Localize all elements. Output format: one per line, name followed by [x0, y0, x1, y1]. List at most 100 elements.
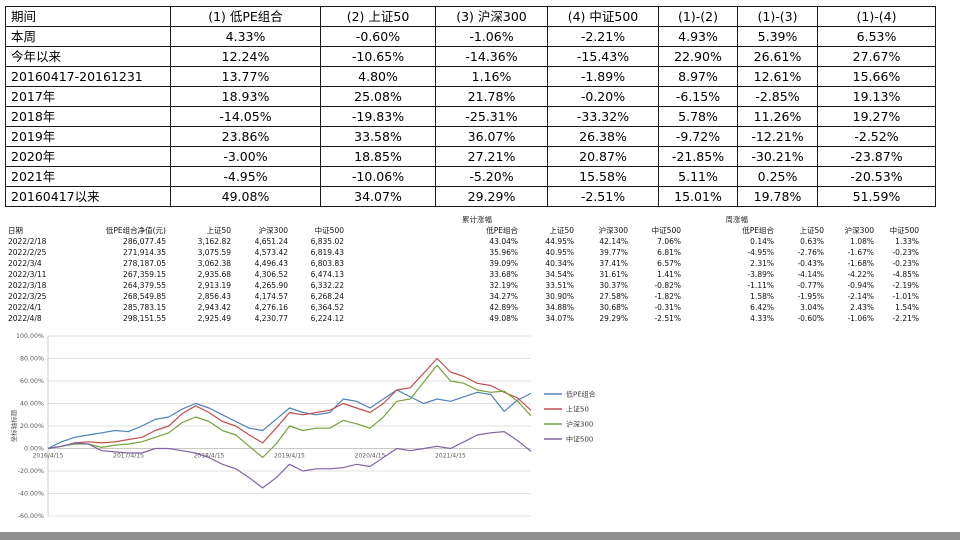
summary-header-cell[interactable]: (1)-(4): [817, 6, 936, 27]
detail-cell[interactable]: 2,925.49: [197, 314, 231, 323]
detail-cell[interactable]: 6.81%: [657, 248, 681, 257]
detail-cell[interactable]: 35.96%: [489, 248, 518, 257]
detail-cell[interactable]: -0.82%: [654, 281, 681, 290]
summary-cell[interactable]: -33.32%: [547, 106, 659, 127]
summary-cell[interactable]: 19.13%: [817, 86, 936, 107]
summary-cell[interactable]: 26.38%: [547, 126, 659, 147]
detail-cell[interactable]: 4,651.24: [254, 237, 288, 246]
summary-cell[interactable]: 4.93%: [658, 26, 738, 47]
detail-date-cell[interactable]: 2022/3/18: [8, 281, 47, 290]
summary-cell[interactable]: 4.33%: [170, 26, 321, 47]
detail-empty-cell[interactable]: [8, 214, 60, 225]
summary-cell[interactable]: 11.26%: [737, 106, 818, 127]
detail-cell[interactable]: 1.33%: [895, 237, 919, 246]
summary-header-cell[interactable]: (1) 低PE组合: [170, 6, 321, 27]
detail-empty-cell[interactable]: [233, 214, 290, 225]
summary-cell[interactable]: 27.21%: [435, 146, 548, 167]
detail-empty-cell[interactable]: [290, 214, 346, 225]
summary-cell[interactable]: 49.08%: [170, 186, 321, 207]
detail-cell[interactable]: 278,187.05: [123, 259, 166, 268]
detail-cell[interactable]: 6.42%: [750, 303, 774, 312]
detail-cell[interactable]: -0.23%: [892, 248, 919, 257]
summary-header-cell[interactable]: 期间: [5, 6, 171, 27]
summary-cell[interactable]: 33.58%: [320, 126, 436, 147]
detail-cell[interactable]: 267,359.15: [123, 270, 166, 279]
detail-date-cell[interactable]: 2022/2/18: [8, 237, 47, 246]
detail-cell[interactable]: 3,162.82: [197, 237, 231, 246]
detail-empty-cell[interactable]: [630, 214, 683, 225]
summary-cell[interactable]: -1.06%: [435, 26, 548, 47]
summary-cell[interactable]: -21.85%: [658, 146, 738, 167]
summary-cell[interactable]: 5.78%: [658, 106, 738, 127]
detail-column-header[interactable]: 上证50: [206, 226, 231, 235]
detail-cell[interactable]: -0.43%: [797, 259, 824, 268]
detail-cell[interactable]: 27.58%: [599, 292, 628, 301]
detail-cell[interactable]: 4,496.43: [254, 259, 288, 268]
detail-cell[interactable]: 4.33%: [750, 314, 774, 323]
detail-date-cell[interactable]: 2022/4/1: [8, 303, 42, 312]
detail-cell[interactable]: -3.89%: [747, 270, 774, 279]
summary-cell[interactable]: -5.20%: [435, 166, 548, 187]
detail-cell[interactable]: 1.41%: [657, 270, 681, 279]
detail-cell[interactable]: 4,276.16: [254, 303, 288, 312]
detail-cell[interactable]: -1.11%: [747, 281, 774, 290]
summary-cell[interactable]: -19.83%: [320, 106, 436, 127]
detail-cell[interactable]: 6,224.12: [310, 314, 344, 323]
detail-cell[interactable]: -2.76%: [797, 248, 824, 257]
summary-row-label[interactable]: 2018年: [5, 106, 171, 127]
detail-cell[interactable]: -2.51%: [654, 314, 681, 323]
detail-cell[interactable]: 285,783.15: [123, 303, 166, 312]
summary-cell[interactable]: 5.39%: [737, 26, 818, 47]
detail-date-cell[interactable]: 2022/3/4: [8, 259, 42, 268]
detail-cell[interactable]: 2.43%: [850, 303, 874, 312]
detail-cell[interactable]: 271,914.35: [123, 248, 166, 257]
detail-cell[interactable]: 6,835.02: [310, 237, 344, 246]
summary-cell[interactable]: 27.67%: [817, 46, 936, 67]
summary-cell[interactable]: 19.27%: [817, 106, 936, 127]
detail-cell[interactable]: -1.06%: [847, 314, 874, 323]
detail-cell[interactable]: 4,230.77: [254, 314, 288, 323]
detail-column-header[interactable]: 日期: [8, 226, 23, 235]
detail-cell[interactable]: 0.63%: [800, 237, 824, 246]
detail-cell[interactable]: 2.31%: [750, 259, 774, 268]
detail-cell[interactable]: 32.19%: [489, 281, 518, 290]
detail-empty-cell[interactable]: [876, 214, 921, 225]
detail-cell[interactable]: 6.57%: [657, 259, 681, 268]
summary-row-label[interactable]: 2017年: [5, 86, 171, 107]
detail-date-cell[interactable]: 2022/3/25: [8, 292, 47, 301]
detail-cell[interactable]: 6,332.22: [310, 281, 344, 290]
legend-item[interactable]: 中证500: [544, 435, 593, 444]
detail-cell[interactable]: 2,856.43: [197, 292, 231, 301]
detail-cell[interactable]: 39.09%: [489, 259, 518, 268]
detail-group-header-weekly[interactable]: 周涨幅: [725, 215, 749, 224]
detail-cell[interactable]: 33.68%: [489, 270, 518, 279]
summary-cell[interactable]: -0.60%: [320, 26, 436, 47]
detail-cell[interactable]: -2.21%: [892, 314, 919, 323]
summary-cell[interactable]: -20.53%: [817, 166, 936, 187]
summary-cell[interactable]: 29.29%: [435, 186, 548, 207]
summary-cell[interactable]: 18.85%: [320, 146, 436, 167]
detail-column-header[interactable]: 沪深300: [844, 226, 874, 235]
detail-cell[interactable]: -1.68%: [847, 259, 874, 268]
summary-cell[interactable]: -23.87%: [817, 146, 936, 167]
detail-cell[interactable]: 2,935.68: [197, 270, 231, 279]
summary-header-cell[interactable]: (2) 上证50: [320, 6, 436, 27]
summary-cell[interactable]: -30.21%: [737, 146, 818, 167]
detail-cell[interactable]: 268,549.85: [123, 292, 166, 301]
detail-column-header[interactable]: 中证500: [889, 226, 919, 235]
detail-cell[interactable]: -1.67%: [847, 248, 874, 257]
summary-cell[interactable]: -0.20%: [547, 86, 659, 107]
detail-cell[interactable]: 2,913.19: [197, 281, 231, 290]
detail-empty-cell[interactable]: [60, 214, 168, 225]
detail-cell[interactable]: 29.29%: [599, 314, 628, 323]
detail-cell[interactable]: 286,077.45: [123, 237, 166, 246]
summary-cell[interactable]: 25.08%: [320, 86, 436, 107]
detail-cell[interactable]: 49.08%: [489, 314, 518, 323]
summary-cell[interactable]: -12.21%: [737, 126, 818, 147]
detail-cell[interactable]: 3.04%: [800, 303, 824, 312]
summary-cell[interactable]: -9.72%: [658, 126, 738, 147]
summary-header-cell[interactable]: (1)-(2): [658, 6, 738, 27]
summary-cell[interactable]: 1.16%: [435, 66, 548, 87]
detail-cell[interactable]: 34.88%: [545, 303, 574, 312]
summary-row-label[interactable]: 本周: [5, 26, 171, 47]
